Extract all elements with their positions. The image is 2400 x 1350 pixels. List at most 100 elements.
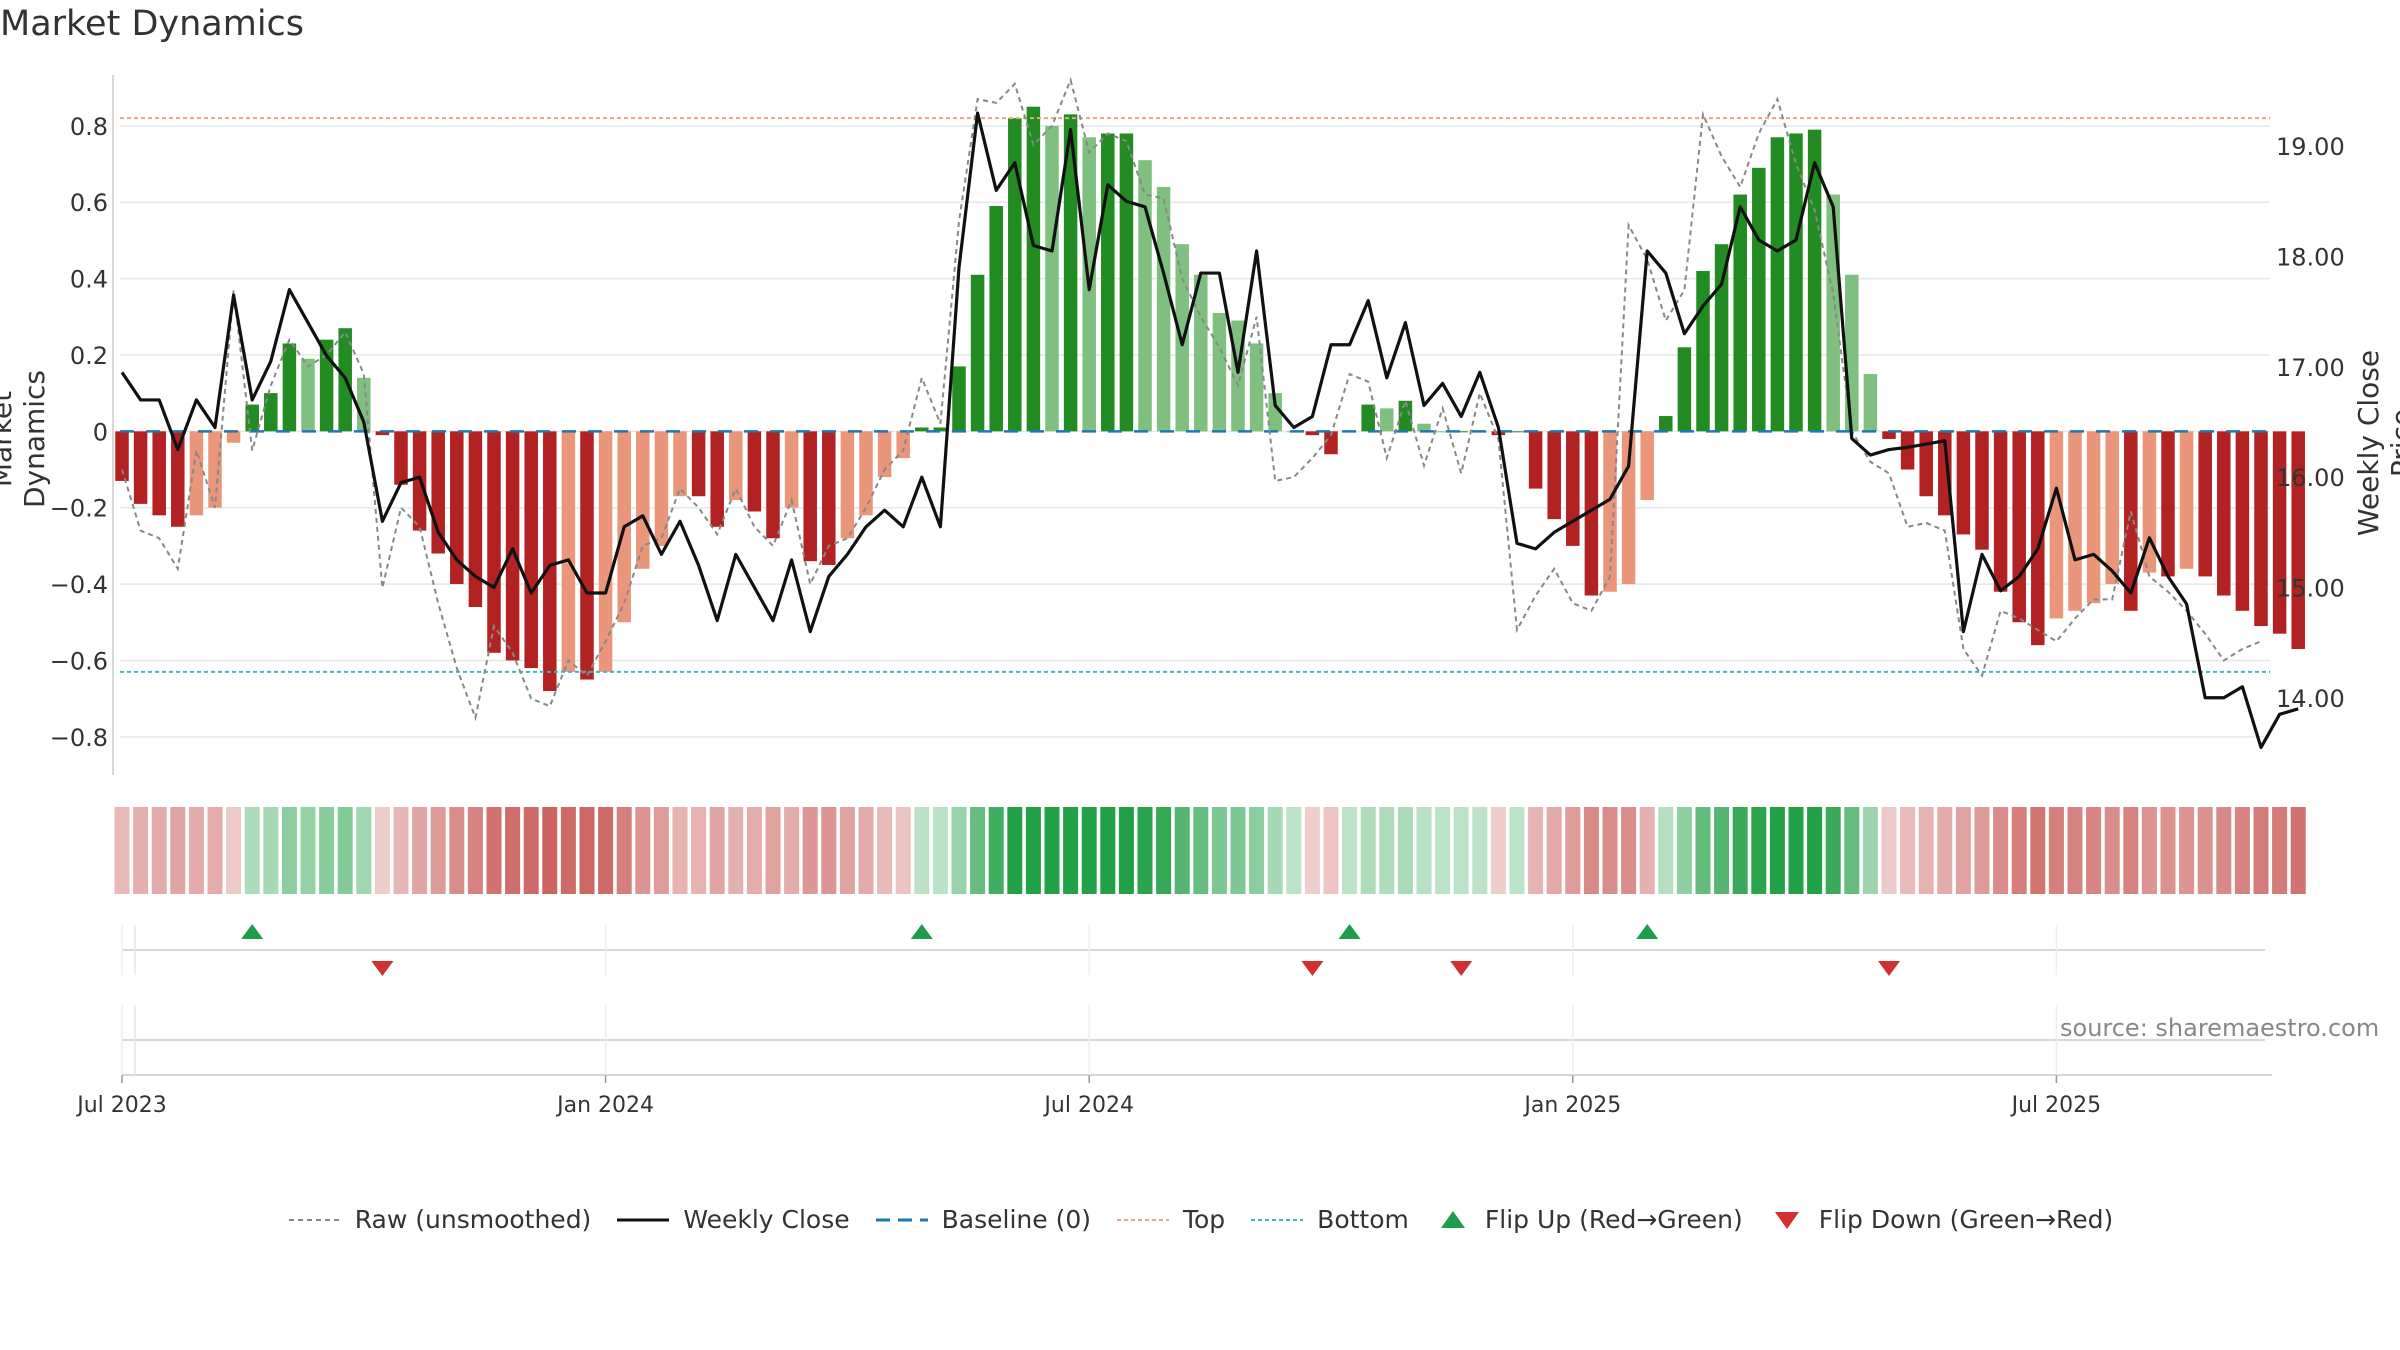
regime-cell [914, 807, 930, 894]
regime-cell [709, 807, 725, 894]
dynamics-bar [1752, 167, 1766, 432]
regime-cell [1360, 807, 1376, 894]
regime-cell [300, 807, 316, 894]
regime-cell [244, 807, 260, 894]
dynamics-bar [803, 431, 817, 562]
dynamics-bar [598, 431, 613, 672]
dynamics-bar [1975, 431, 1989, 550]
dynamics-bar [989, 206, 1003, 432]
regime-cell [560, 807, 576, 894]
regime-cell [784, 807, 800, 894]
flip-down-marker [1450, 961, 1473, 976]
regime-cell [1918, 807, 1934, 894]
dynamics-bar [152, 431, 166, 516]
regime-cell [1249, 807, 1265, 894]
x-tick-label: Jan 2024 [555, 1093, 654, 1118]
chart-title: Market Dynamics [0, 4, 305, 44]
regime-cell [653, 807, 669, 894]
dynamics-bar [505, 431, 520, 661]
flip-up-marker [1338, 924, 1361, 939]
regime-cell [616, 807, 632, 894]
dynamics-bar [2179, 431, 2194, 569]
dynamics-bar [691, 431, 706, 497]
dynamics-bar [1305, 431, 1320, 436]
regime-strip [114, 807, 2306, 894]
regime-cell [1304, 807, 1320, 894]
dynamics-bar [2198, 431, 2212, 577]
flip-up-marker [241, 924, 264, 939]
regime-cell [2086, 807, 2102, 894]
dynamics-bar [952, 366, 966, 432]
regime-cell [412, 807, 428, 894]
regime-cell [1267, 807, 1283, 894]
weekly-close-line [120, 111, 2299, 750]
regime-cell [337, 807, 353, 894]
axes: −0.8 −0.6 −0.4 −0.2 0 0.2 0.4 0.6 0.8 14.00 15.00 1… [50, 75, 2345, 775]
legend: Raw (unsmoothed) Weekly Close Baseline (… [0, 1205, 2400, 1234]
regime-cell [151, 807, 167, 894]
legend-item-baseline: Baseline (0) [874, 1205, 1091, 1234]
flip-markers-panel [121, 924, 2265, 976]
regime-cell [746, 807, 762, 894]
regime-cell [1342, 807, 1358, 894]
regime-cell [1937, 807, 1953, 894]
regime-cell [858, 807, 874, 894]
regime-cell [1714, 807, 1730, 894]
dynamics-bar [245, 404, 259, 432]
dynamics-bar [1919, 431, 1933, 497]
regime-cell [1193, 807, 1209, 894]
regime-cell [1602, 807, 1618, 894]
regime-cell [1807, 807, 1823, 894]
regime-cell [1416, 807, 1432, 894]
dynamics-bar [450, 431, 464, 585]
dynamics-bar [877, 431, 892, 478]
regime-cell [374, 807, 390, 894]
regime-cell [728, 807, 744, 894]
reference-lines [120, 117, 2270, 673]
regime-cell [505, 807, 521, 894]
dynamics-bar [264, 393, 278, 432]
regime-cell [1453, 807, 1469, 894]
y-tick-left: 0.4 [70, 266, 108, 294]
y-axis-left-label: Market Dynamics [0, 369, 51, 509]
flip-up-marker [1636, 924, 1659, 939]
dynamics-bar [189, 431, 204, 516]
flip-down-marker [1301, 961, 1324, 976]
regime-cell [839, 807, 855, 894]
dynamics-bar [2124, 431, 2138, 611]
dynamics-bar [1845, 274, 1859, 432]
regime-cell [2253, 807, 2269, 894]
regime-cell [672, 807, 688, 894]
regime-cell [1286, 807, 1302, 894]
regime-cell [1658, 807, 1674, 894]
regime-cell [2160, 807, 2176, 894]
regime-cell [207, 807, 223, 894]
regime-cell [133, 807, 149, 894]
regime-cell [1100, 807, 1116, 894]
y-tick-left: −0.4 [50, 571, 108, 599]
regime-cell [1676, 807, 1692, 894]
dynamics-bar [970, 274, 985, 432]
legend-item-flip-up: Flip Up (Red→Green) [1433, 1205, 1743, 1234]
regime-cell [2234, 807, 2250, 894]
dynamics-bar [1119, 133, 1134, 432]
dynamics-bar [784, 431, 799, 508]
y-tick-left: −0.2 [50, 495, 108, 523]
dynamics-bar [1268, 393, 1282, 432]
dynamics-bar [1026, 106, 1041, 432]
dynamics-bar [1584, 431, 1599, 596]
y-axis-right-label: Weekly Close Price [2352, 349, 2400, 537]
regime-cell [486, 807, 502, 894]
dynamics-bar [1863, 374, 1878, 432]
dynamics-bar [301, 358, 315, 432]
dynamics-bar [468, 431, 483, 607]
regime-cell [1900, 807, 1916, 894]
dynamics-bar [747, 431, 762, 512]
regime-cell [598, 807, 614, 894]
dynamics-bar [1603, 431, 1617, 592]
regime-cell [393, 807, 409, 894]
dynamics-bar [915, 427, 929, 432]
dynamics-bar [2235, 431, 2250, 611]
dynamics-bar [933, 427, 948, 432]
